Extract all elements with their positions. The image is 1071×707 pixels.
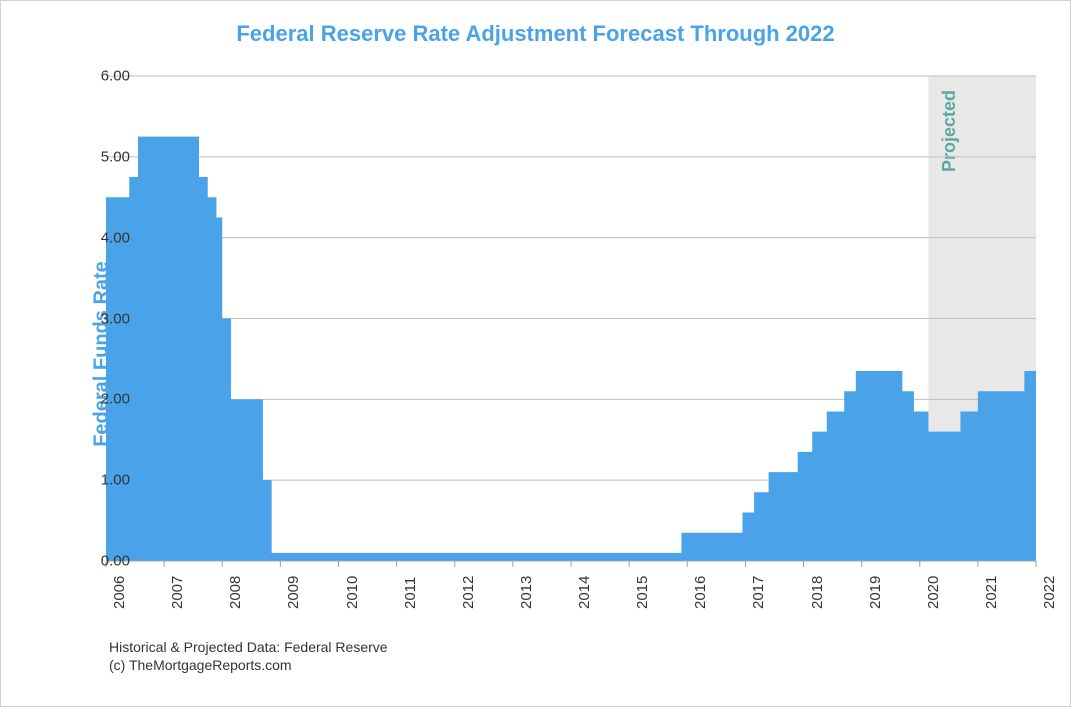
plot-area: Projected xyxy=(106,76,1036,561)
x-tick-label: 2011 xyxy=(402,577,419,609)
rate-area xyxy=(106,137,1036,561)
y-tick-label: 1.00 xyxy=(70,472,130,489)
x-tick-label: 2019 xyxy=(867,576,884,609)
x-tick-label: 2007 xyxy=(169,576,186,609)
y-tick-label: 4.00 xyxy=(70,229,130,246)
x-tick-marks xyxy=(106,561,1036,567)
x-tick-label: 2022 xyxy=(1041,576,1058,609)
chart-title: Federal Reserve Rate Adjustment Forecast… xyxy=(1,21,1070,47)
x-tick-label: 2012 xyxy=(460,576,477,609)
x-tick-label: 2020 xyxy=(925,576,942,609)
x-tick-label: 2006 xyxy=(111,576,128,609)
x-tick-label: 2015 xyxy=(634,576,651,609)
y-tick-label: 3.00 xyxy=(70,310,130,327)
y-tick-label: 0.00 xyxy=(70,553,130,570)
y-tick-label: 2.00 xyxy=(70,391,130,408)
footnote-line-2: (c) TheMortgageReports.com xyxy=(109,656,388,674)
x-tick-label: 2009 xyxy=(285,576,302,609)
x-tick-label: 2013 xyxy=(518,576,535,609)
x-tick-label: 2010 xyxy=(344,576,361,609)
chart-container: Federal Reserve Rate Adjustment Forecast… xyxy=(0,0,1071,707)
y-tick-label: 5.00 xyxy=(70,148,130,165)
x-tick-label: 2017 xyxy=(750,576,767,609)
x-tick-label: 2014 xyxy=(576,576,593,609)
x-tick-label: 2016 xyxy=(692,576,709,609)
x-tick-label: 2008 xyxy=(227,576,244,609)
chart-footnote: Historical & Projected Data: Federal Res… xyxy=(109,638,388,674)
x-tick-label: 2018 xyxy=(809,576,826,609)
chart-svg: Projected xyxy=(106,76,1036,561)
footnote-line-1: Historical & Projected Data: Federal Res… xyxy=(109,638,388,656)
projected-label: Projected xyxy=(939,90,959,172)
x-tick-label: 2021 xyxy=(983,576,1000,609)
y-tick-label: 6.00 xyxy=(70,68,130,85)
